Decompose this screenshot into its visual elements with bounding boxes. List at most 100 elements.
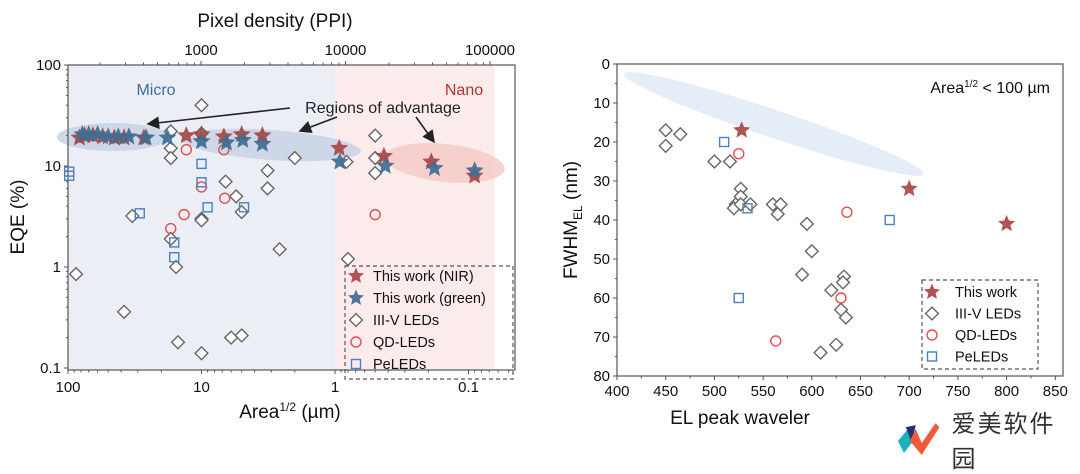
data-point (116, 304, 132, 320)
x-axis-title: EL peak waveler (670, 408, 810, 429)
data-point (218, 174, 233, 189)
x-tick-label: 450 (653, 383, 678, 400)
data-point (998, 214, 1016, 232)
data-point (658, 138, 674, 154)
data-point (253, 134, 272, 152)
legend: This work (NIR) This work (green) III-V LE… (344, 265, 514, 380)
data-point (272, 241, 287, 257)
arrow-to-nano (415, 116, 435, 144)
data-point (823, 282, 839, 298)
data-point (163, 231, 179, 247)
top-tick-label: 1000 (184, 42, 217, 59)
top-tick-label: 100000 (465, 42, 515, 59)
x-tick-label: 850 (1043, 383, 1068, 400)
data-point (165, 222, 177, 235)
data-point (884, 214, 895, 226)
legend-marker (350, 336, 362, 348)
data-point (838, 310, 854, 325)
legend-label: This work (green) (373, 291, 486, 307)
data-point (900, 179, 918, 197)
data-point (835, 292, 847, 304)
data-point (196, 177, 207, 188)
data-point (228, 189, 244, 204)
data-point (367, 128, 383, 143)
y-tick-label: 0.1 (40, 360, 61, 377)
data-point (260, 163, 275, 178)
data-point (770, 335, 782, 347)
legend-box (921, 279, 1039, 370)
data-point (260, 181, 275, 196)
data-point (799, 216, 815, 232)
annotation-text: Regions of advantage (305, 100, 461, 117)
data-point (169, 237, 180, 248)
data-point (733, 292, 744, 304)
x-tick-label: 700 (897, 383, 922, 400)
y-tick-label: 70 (593, 329, 610, 346)
legend-marker (924, 306, 940, 321)
data-point (238, 202, 250, 213)
data-point (137, 128, 156, 146)
legend-label: QD-LEDs (373, 335, 435, 351)
x-tick-label: 500 (702, 383, 727, 400)
data-point (828, 337, 844, 353)
y-tick-label: 20 (593, 134, 610, 151)
region-label-nano: Nano (445, 82, 483, 99)
data-point (119, 127, 138, 145)
data-point (465, 161, 484, 179)
series-iii-v-leds (68, 97, 383, 361)
data-point (233, 130, 252, 148)
series-qd-leds (733, 147, 853, 347)
x-tick-label: 550 (751, 383, 776, 400)
data-point (330, 152, 349, 170)
data-point (177, 126, 196, 144)
plot-frame (67, 64, 516, 371)
data-point (367, 165, 383, 181)
x-tick-label: 400 (604, 383, 629, 400)
series-this-work (733, 121, 1016, 232)
legend-label: This work (NIR) (373, 269, 474, 285)
series-iii-v-leds (658, 122, 854, 360)
x-axis-title: Area1/2 (µm) (239, 400, 341, 423)
data-point (158, 128, 177, 146)
y-tick-label: 40 (593, 212, 610, 229)
data-point (672, 126, 688, 142)
data-point (219, 192, 231, 204)
legend-marker (926, 351, 938, 362)
watermark-text: 爱美软件园 (951, 410, 1056, 473)
data-point (223, 330, 239, 345)
y-tick-label: 1 (53, 259, 61, 276)
data-point (707, 154, 722, 169)
data-point (374, 146, 393, 164)
data-point (765, 197, 781, 212)
data-point (170, 334, 186, 350)
data-point (369, 208, 381, 221)
data-point (425, 158, 444, 176)
legend-label: III-V LEDs (955, 307, 1021, 323)
left-chart: 100 10 1 0.1 100 10 1 0.1 1000 10000 100000 Pixel d… (8, 11, 516, 423)
legend-marker (347, 267, 365, 283)
y-axis-title: FWHMEL (nm) (561, 161, 585, 279)
top-tick-label: 10000 (325, 42, 367, 59)
data-point (376, 156, 395, 174)
data-point (234, 328, 250, 343)
y-tick-label: 50 (593, 251, 610, 268)
y-axis-title: EQE (%) (8, 180, 29, 255)
data-point (68, 266, 84, 282)
data-point (168, 259, 184, 275)
data-point (742, 203, 753, 214)
y-tick-label: 10 (44, 158, 61, 175)
data-point (163, 150, 179, 166)
arrow-to-micro (146, 107, 291, 130)
legend-marker (350, 358, 362, 370)
y-tick-label: 10 (593, 95, 610, 112)
legend-marker (348, 312, 364, 328)
data-point (169, 252, 180, 263)
data-point (330, 138, 349, 156)
legend-label: QD-LEDs (955, 328, 1017, 344)
data-point (733, 181, 749, 197)
y-tick-label: 80 (593, 368, 610, 385)
watermark: 爱美软件园 (896, 404, 1080, 474)
data-point (217, 133, 236, 151)
